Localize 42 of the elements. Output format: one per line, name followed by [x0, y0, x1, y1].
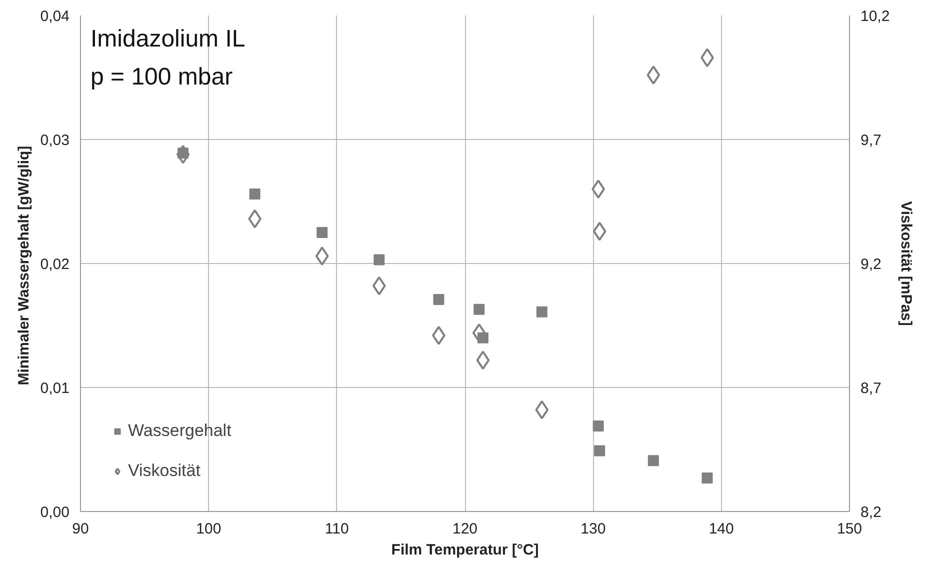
- y2-axis-title: Viskosität [mPas]: [898, 201, 915, 326]
- x-axis-title: Film Temperatur [°C]: [391, 542, 539, 558]
- point: [433, 294, 444, 305]
- point: [592, 222, 606, 241]
- point: [315, 246, 329, 266]
- x-tick-label: 140: [708, 520, 734, 538]
- y-tick-label: 0,02: [40, 256, 70, 273]
- point: [372, 276, 386, 296]
- point: [592, 420, 604, 432]
- point: [176, 144, 190, 164]
- point: [702, 472, 713, 484]
- point: [536, 306, 548, 318]
- point: [474, 304, 485, 315]
- y-tick-label: 0,00: [40, 504, 70, 521]
- x-tick-label: 90: [72, 520, 89, 538]
- y2-tick-label: 10,2: [860, 8, 890, 25]
- y-tick-label: 0,01: [40, 380, 70, 397]
- point: [374, 254, 385, 266]
- y-axis-title: Minimaler Wassergehalt [gW/gliq]: [15, 146, 32, 386]
- x-tick-label: 150: [836, 520, 862, 538]
- y2-tick-label: 9,7: [860, 132, 882, 149]
- point: [316, 227, 328, 238]
- y-tick-label: 0,03: [40, 132, 70, 149]
- x-tick-label: 110: [324, 520, 349, 538]
- y2-tick-label: 8,2: [860, 504, 882, 521]
- y-tick-label: 0,04: [40, 8, 70, 25]
- legend-label: Wassergehalt: [128, 421, 232, 441]
- legend-label: Viskosität: [128, 461, 200, 481]
- annotation: Imidazolium IL: [90, 26, 246, 52]
- x-tick-label: 130: [580, 520, 606, 538]
- point: [476, 350, 490, 370]
- y2-tick-label: 8,7: [860, 380, 882, 397]
- x-tick-label: 100: [196, 520, 222, 538]
- point: [472, 323, 486, 342]
- point: [594, 445, 606, 456]
- point: [646, 66, 660, 85]
- point: [648, 455, 659, 466]
- x-tick-label: 120: [452, 520, 478, 538]
- point: [249, 188, 260, 200]
- point: [535, 400, 549, 420]
- y2-tick-label: 9,2: [860, 256, 882, 273]
- annotation: p = 100 mbar: [90, 64, 233, 90]
